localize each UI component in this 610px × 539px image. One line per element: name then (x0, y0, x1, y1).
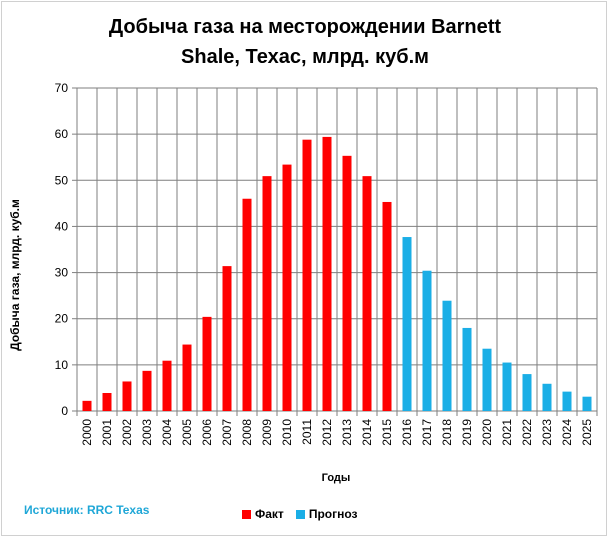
x-tick-label: 2024 (560, 419, 574, 446)
x-tick-label: 2008 (240, 419, 254, 446)
legend: Факт Прогноз (242, 507, 369, 521)
bar-forecast-2018 (442, 300, 452, 411)
x-tick-label: 2013 (340, 419, 354, 446)
legend-swatch-fact (242, 509, 251, 519)
bar-fact-2015 (382, 201, 392, 411)
legend-label-forecast: Прогноз (308, 507, 358, 521)
x-tick-label: 2011 (300, 419, 314, 445)
chart-title-line-1: Добыча газа на месторождении Barnett (108, 16, 502, 38)
x-tick-label: 2005 (180, 419, 194, 446)
x-tick-label: 2017 (420, 419, 434, 446)
chart-title: Добыча газа на месторождении Barnett Sha… (0, 12, 610, 72)
bar-fact-2005 (182, 344, 192, 411)
bar-fact-2001 (102, 393, 112, 411)
y-tick-label: 30 (55, 266, 69, 280)
x-tick-label: 2015 (380, 419, 394, 446)
bar-forecast-2025 (582, 396, 592, 411)
bar-fact-2010 (282, 164, 292, 411)
bar-fact-2013 (342, 155, 352, 411)
x-tick-label: 2019 (460, 419, 474, 446)
bar-fact-2011 (302, 139, 312, 411)
source-note: Источник: RRC Texas (24, 503, 150, 517)
x-tick-label: 2002 (120, 419, 134, 446)
bar-fact-2008 (242, 198, 252, 411)
x-tick-label: 2016 (400, 419, 414, 446)
bar-forecast-2016 (402, 237, 412, 411)
bar-forecast-2022 (522, 374, 532, 411)
bar-forecast-2024 (562, 391, 572, 411)
x-tick-label: 2018 (440, 419, 454, 446)
legend-item-fact: Факт (242, 507, 284, 521)
x-tick-label: 2025 (580, 419, 594, 446)
bar-forecast-2017 (422, 270, 432, 411)
y-tick-label: 70 (55, 81, 69, 95)
x-tick-label: 2010 (280, 419, 294, 446)
y-axis-label: Добыча газа, млрд. куб.м (8, 199, 22, 351)
bar-forecast-2023 (542, 383, 552, 411)
x-tick-label: 2021 (500, 419, 514, 446)
y-tick-label: 50 (55, 173, 69, 187)
x-tick-label: 2022 (520, 419, 534, 446)
bar-forecast-2019 (462, 327, 472, 411)
bar-fact-2006 (202, 316, 212, 411)
y-tick-label: 40 (55, 219, 69, 233)
legend-label-fact: Факт (255, 507, 284, 521)
bar-fact-2014 (362, 176, 372, 411)
y-tick-label: 10 (55, 358, 69, 372)
x-tick-label: 2003 (140, 419, 154, 446)
legend-swatch-forecast (295, 509, 305, 519)
bar-fact-2012 (322, 136, 332, 411)
x-tick-label: 2004 (160, 419, 174, 446)
bar-fact-2003 (142, 370, 152, 411)
bar-fact-2000 (82, 400, 92, 411)
bar-fact-2009 (262, 176, 272, 411)
legend-item-forecast: Прогноз (295, 507, 358, 521)
y-tick-label: 0 (61, 404, 68, 418)
bar-fact-2007 (222, 266, 232, 411)
x-tick-label: 2023 (540, 419, 554, 446)
x-tick-label: 2009 (260, 419, 274, 446)
y-tick-label: 60 (55, 127, 69, 141)
bar-forecast-2021 (502, 362, 512, 411)
x-tick-label: 2020 (480, 419, 494, 446)
x-tick-label: 2012 (320, 419, 334, 446)
x-tick-label: 2001 (100, 419, 114, 446)
chart-title-line-2: Shale, Техас, млрд. куб.м (181, 46, 429, 68)
x-axis-label: Годы (321, 472, 351, 484)
x-tick-label: 2000 (80, 419, 94, 446)
x-tick-label: 2006 (200, 419, 214, 446)
x-tick-label: 2014 (360, 419, 374, 446)
bar-fact-2002 (122, 381, 132, 411)
y-tick-label: 20 (55, 312, 69, 326)
x-tick-label: 2007 (220, 419, 234, 446)
bar-forecast-2020 (482, 348, 492, 411)
bar-fact-2004 (162, 360, 172, 411)
